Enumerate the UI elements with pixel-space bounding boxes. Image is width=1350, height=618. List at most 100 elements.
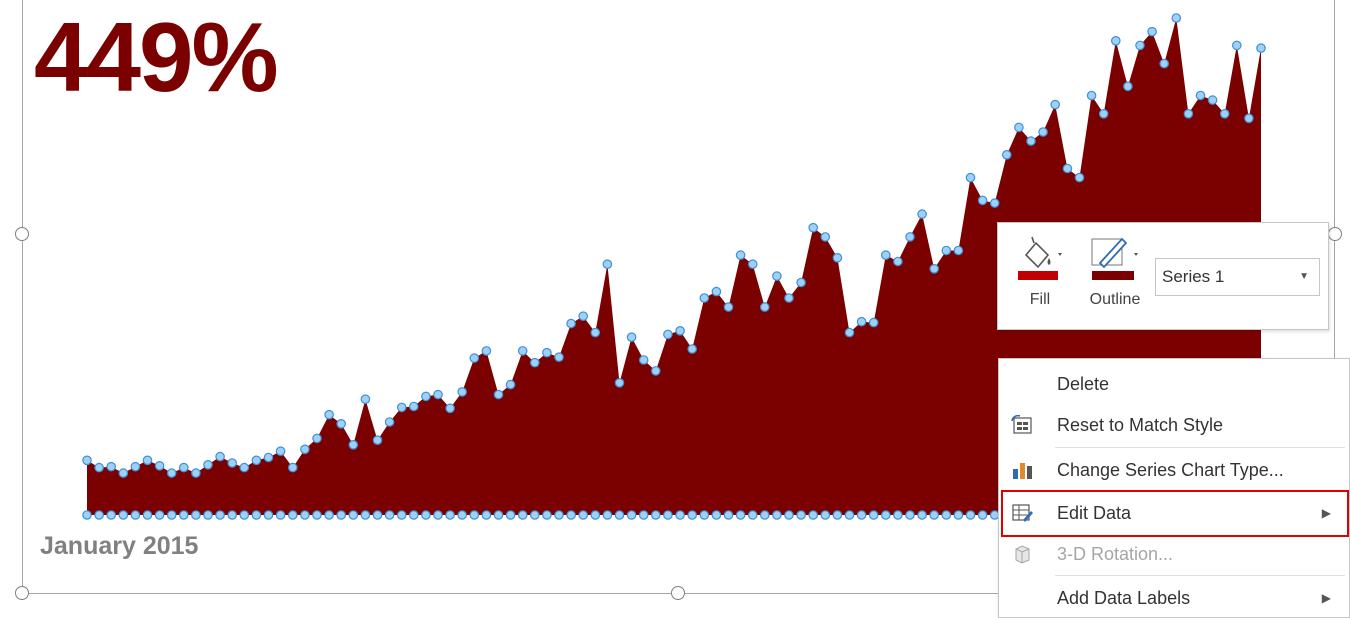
baseline-marker[interactable]: [263, 510, 274, 520]
data-point-marker[interactable]: [1074, 172, 1085, 183]
baseline-marker[interactable]: [481, 510, 492, 520]
baseline-marker[interactable]: [832, 510, 843, 520]
baseline-marker[interactable]: [493, 510, 504, 520]
data-point-marker[interactable]: [1001, 150, 1012, 160]
data-point-marker[interactable]: [1219, 109, 1230, 119]
baseline-marker[interactable]: [469, 510, 480, 520]
data-point-marker[interactable]: [566, 318, 576, 329]
baseline-marker[interactable]: [856, 510, 867, 520]
data-point-marker[interactable]: [626, 332, 637, 342]
data-point-marker[interactable]: [118, 468, 129, 478]
data-point-marker[interactable]: [1183, 109, 1194, 119]
baseline-marker[interactable]: [287, 510, 298, 520]
baseline-marker[interactable]: [154, 510, 165, 520]
baseline-marker[interactable]: [106, 510, 116, 520]
baseline-marker[interactable]: [602, 510, 613, 520]
data-point-marker[interactable]: [106, 461, 116, 472]
baseline-marker[interactable]: [421, 510, 431, 520]
data-point-marker[interactable]: [687, 344, 697, 354]
baseline-marker[interactable]: [372, 510, 383, 520]
data-point-marker[interactable]: [336, 418, 346, 429]
data-point-marker[interactable]: [699, 293, 710, 303]
data-point-marker[interactable]: [166, 468, 177, 478]
data-point-marker[interactable]: [759, 302, 770, 312]
data-point-marker[interactable]: [1123, 81, 1133, 92]
baseline-marker[interactable]: [941, 510, 952, 520]
baseline-marker[interactable]: [723, 510, 734, 520]
data-point-marker[interactable]: [469, 353, 480, 363]
data-point-marker[interactable]: [747, 259, 758, 269]
series-select[interactable]: Series 1 ▼: [1155, 258, 1320, 296]
baseline-marker[interactable]: [759, 510, 770, 520]
fill-button[interactable]: Fill: [1012, 231, 1068, 323]
baseline-marker[interactable]: [433, 510, 443, 520]
menu-item-reset-style[interactable]: Reset to Match Style: [999, 406, 1349, 444]
data-point-marker[interactable]: [1195, 90, 1206, 101]
baseline-marker[interactable]: [566, 510, 576, 520]
data-point-marker[interactable]: [348, 439, 359, 450]
data-point-marker[interactable]: [638, 355, 649, 365]
resize-handle-left[interactable]: [15, 227, 29, 241]
baseline-marker[interactable]: [626, 510, 637, 520]
data-point-marker[interactable]: [529, 357, 540, 368]
baseline-marker[interactable]: [251, 510, 262, 520]
baseline-marker[interactable]: [880, 510, 891, 520]
baseline-marker[interactable]: [868, 510, 879, 520]
baseline-marker[interactable]: [203, 510, 213, 520]
baseline-marker[interactable]: [675, 510, 685, 520]
data-point-marker[interactable]: [977, 195, 988, 206]
data-point-marker[interactable]: [408, 401, 419, 412]
data-point-marker[interactable]: [421, 391, 431, 402]
data-point-marker[interactable]: [893, 256, 903, 267]
data-point-marker[interactable]: [578, 311, 588, 321]
baseline-marker[interactable]: [650, 510, 661, 520]
baseline-marker[interactable]: [142, 510, 153, 520]
data-point-marker[interactable]: [251, 455, 262, 466]
baseline-marker[interactable]: [312, 510, 322, 520]
data-point-marker[interactable]: [360, 394, 371, 404]
baseline-marker[interactable]: [953, 510, 964, 520]
data-point-marker[interactable]: [312, 433, 322, 444]
data-point-marker[interactable]: [239, 462, 250, 473]
data-point-marker[interactable]: [154, 460, 165, 471]
baseline-marker[interactable]: [917, 510, 927, 520]
baseline-marker[interactable]: [784, 510, 794, 520]
data-point-marker[interactable]: [457, 387, 467, 397]
baseline-marker[interactable]: [82, 510, 92, 520]
data-point-marker[interactable]: [1050, 99, 1060, 110]
data-point-marker[interactable]: [142, 455, 153, 466]
data-point-marker[interactable]: [1098, 109, 1109, 119]
data-point-marker[interactable]: [602, 259, 613, 269]
data-point-marker[interactable]: [542, 347, 552, 358]
data-point-marker[interactable]: [433, 389, 443, 400]
baseline-marker[interactable]: [614, 510, 625, 520]
baseline-marker[interactable]: [699, 510, 710, 520]
data-point-marker[interactable]: [372, 435, 383, 445]
baseline-marker[interactable]: [590, 510, 601, 520]
data-point-marker[interactable]: [82, 455, 92, 466]
data-point-marker[interactable]: [324, 409, 334, 420]
data-point-marker[interactable]: [941, 245, 952, 256]
data-point-marker[interactable]: [215, 451, 225, 462]
baseline-marker[interactable]: [166, 510, 177, 520]
baseline-marker[interactable]: [905, 510, 915, 520]
data-point-marker[interactable]: [675, 325, 685, 336]
baseline-marker[interactable]: [360, 510, 371, 520]
baseline-marker[interactable]: [408, 510, 419, 520]
baseline-marker[interactable]: [542, 510, 552, 520]
baseline-marker[interactable]: [239, 510, 250, 520]
data-point-marker[interactable]: [1038, 127, 1048, 137]
data-point-marker[interactable]: [1086, 90, 1097, 101]
baseline-marker[interactable]: [94, 510, 104, 520]
data-point-marker[interactable]: [905, 232, 915, 242]
data-point-marker[interactable]: [481, 346, 492, 356]
data-point-marker[interactable]: [445, 403, 455, 414]
data-point-marker[interactable]: [1232, 40, 1242, 51]
baseline-marker[interactable]: [300, 510, 310, 520]
data-point-marker[interactable]: [1207, 95, 1218, 105]
baseline-marker[interactable]: [179, 510, 189, 520]
data-point-marker[interactable]: [1147, 26, 1157, 37]
data-point-marker[interactable]: [554, 352, 564, 362]
baseline-marker[interactable]: [348, 510, 359, 520]
baseline-marker[interactable]: [275, 510, 286, 520]
